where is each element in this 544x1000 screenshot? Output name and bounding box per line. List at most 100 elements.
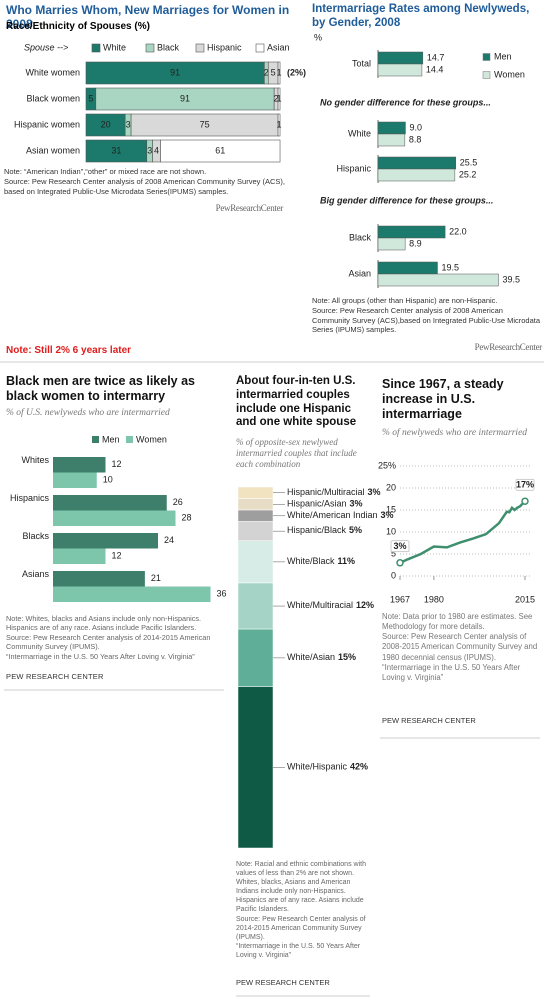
bar-segment xyxy=(277,113,281,137)
bar xyxy=(377,237,406,251)
data-label: 17% xyxy=(516,480,534,490)
bar xyxy=(377,273,499,287)
bar-segment xyxy=(237,486,274,499)
data-label: 12% xyxy=(356,600,374,610)
segment-label: White/Hispanic 42% xyxy=(287,762,368,772)
data-label: 91 xyxy=(170,67,180,77)
data-label: 21 xyxy=(151,573,161,583)
chart-subtitle: % of U.S. newlyweds who are intermarried xyxy=(6,408,170,418)
line xyxy=(399,500,526,564)
note: “Intermarriage in the U.S. 50 Years Afte… xyxy=(6,651,195,661)
data-label: 9.0 xyxy=(409,122,422,132)
segment-label: White/Asian 15% xyxy=(287,652,356,662)
note: Source: Pew Research Center analysis of … xyxy=(312,305,541,335)
legend-swatch xyxy=(145,43,155,53)
bar xyxy=(53,472,97,488)
bar-segment xyxy=(277,61,281,85)
note: Source: Pew Research Center analysis of … xyxy=(382,632,538,662)
chart-title: About four-in-ten U.S. intermarried coup… xyxy=(236,375,357,429)
data-label: 15% xyxy=(338,652,356,662)
data-label: 10 xyxy=(103,475,113,485)
note: Note: Data prior to 1980 are estimates. … xyxy=(382,612,533,632)
bar xyxy=(53,586,211,602)
bar-segment xyxy=(160,139,281,163)
note: Note: Whites, blacks and Asians include … xyxy=(6,614,202,633)
data-label: 1 xyxy=(277,93,282,103)
data-label: 14.7 xyxy=(427,52,445,62)
bar xyxy=(377,121,406,135)
data-label: 4 xyxy=(154,145,159,155)
bar xyxy=(53,533,158,549)
bar xyxy=(53,495,167,511)
legend-swatch xyxy=(91,43,101,53)
data-label: 20 xyxy=(101,119,111,129)
category-label: Whites xyxy=(21,455,49,465)
chart-subtitle: Race/Ethnicity of Spouses (%) xyxy=(6,21,150,32)
data-label: 5 xyxy=(88,93,93,103)
caption: Note: Still 2% 6 years later xyxy=(6,345,132,356)
data-label: 25.2 xyxy=(459,169,477,179)
chart-title: Intermarriage Rates among Newlyweds, by … xyxy=(312,3,530,29)
bar xyxy=(53,510,176,526)
notes: Note: Whites, blacks and Asians include … xyxy=(6,614,224,661)
legend-label: Asian xyxy=(267,42,290,52)
bar xyxy=(377,261,438,275)
data-label: 12 xyxy=(112,459,122,469)
category-label: Black xyxy=(349,232,372,242)
notes: Note: All groups (other than Hispanic) a… xyxy=(312,296,540,335)
data-label: 12 xyxy=(112,551,122,561)
data-label: 2 xyxy=(274,93,279,103)
bar xyxy=(53,548,106,564)
bar xyxy=(53,457,106,473)
segment-label: White/Multiracial 12% xyxy=(287,600,374,610)
bar xyxy=(53,571,145,587)
notes: Note: Data prior to 1980 are estimates. … xyxy=(382,612,542,683)
category-label: Total xyxy=(352,58,371,68)
data-label: 31 xyxy=(111,145,121,155)
bar xyxy=(377,168,456,182)
legend-label: White xyxy=(103,42,126,52)
data-label: 25.5 xyxy=(460,157,478,167)
legend-label: Men xyxy=(494,51,512,61)
category-label: White/Asian xyxy=(287,652,335,662)
legend-swatch xyxy=(195,43,205,53)
category-label: White/Multiracial xyxy=(287,600,353,610)
note: Note: All groups (other than Hispanic) a… xyxy=(312,296,498,305)
y-tick-label: 0 xyxy=(391,570,396,580)
data-label: 5% xyxy=(349,526,362,536)
data-label: 42% xyxy=(350,762,368,772)
data-label: 91 xyxy=(180,93,190,103)
y-tick-label: 5 xyxy=(391,548,396,558)
bar xyxy=(377,225,446,239)
data-label: 8.9 xyxy=(409,238,422,248)
segment-label: White/American Indian 3% xyxy=(287,510,394,520)
data-label: 3 xyxy=(147,145,152,155)
category-label: White women xyxy=(25,67,80,77)
segment-label: White/Black 11% xyxy=(287,556,355,566)
data-label: 3 xyxy=(126,119,131,129)
category-label: White/Black xyxy=(287,556,335,566)
legend-label: Black xyxy=(157,42,180,52)
label-box xyxy=(515,478,535,491)
segment-label: Hispanic/Asian 3% xyxy=(287,499,363,509)
category-label: Hispanic women xyxy=(14,119,80,129)
legend-label: Women xyxy=(494,69,525,79)
data-label: 39.5 xyxy=(502,274,520,284)
category-label: White xyxy=(348,128,371,138)
x-tick-label: 2015 xyxy=(515,594,535,604)
y-tick-label: 15 xyxy=(386,504,396,514)
group-heading: No gender difference for these groups... xyxy=(320,97,491,107)
annotation: (2%) xyxy=(287,67,306,77)
note: Source: Pew Research Center analysis of … xyxy=(6,632,211,652)
logo: PEW RESEARCH CENTER xyxy=(6,672,104,681)
data-label: 1 xyxy=(277,67,282,77)
data-label: 24 xyxy=(164,535,174,545)
legend-swatch xyxy=(92,436,99,443)
logo: PEW RESEARCH CENTER xyxy=(382,716,476,725)
data-label: 3% xyxy=(393,541,406,551)
data-label: 14.4 xyxy=(426,64,444,74)
note: Source: Pew Research Center analysis of … xyxy=(4,176,285,196)
logo: PewResearchCenter xyxy=(474,342,543,352)
data-label: 26 xyxy=(173,497,183,507)
